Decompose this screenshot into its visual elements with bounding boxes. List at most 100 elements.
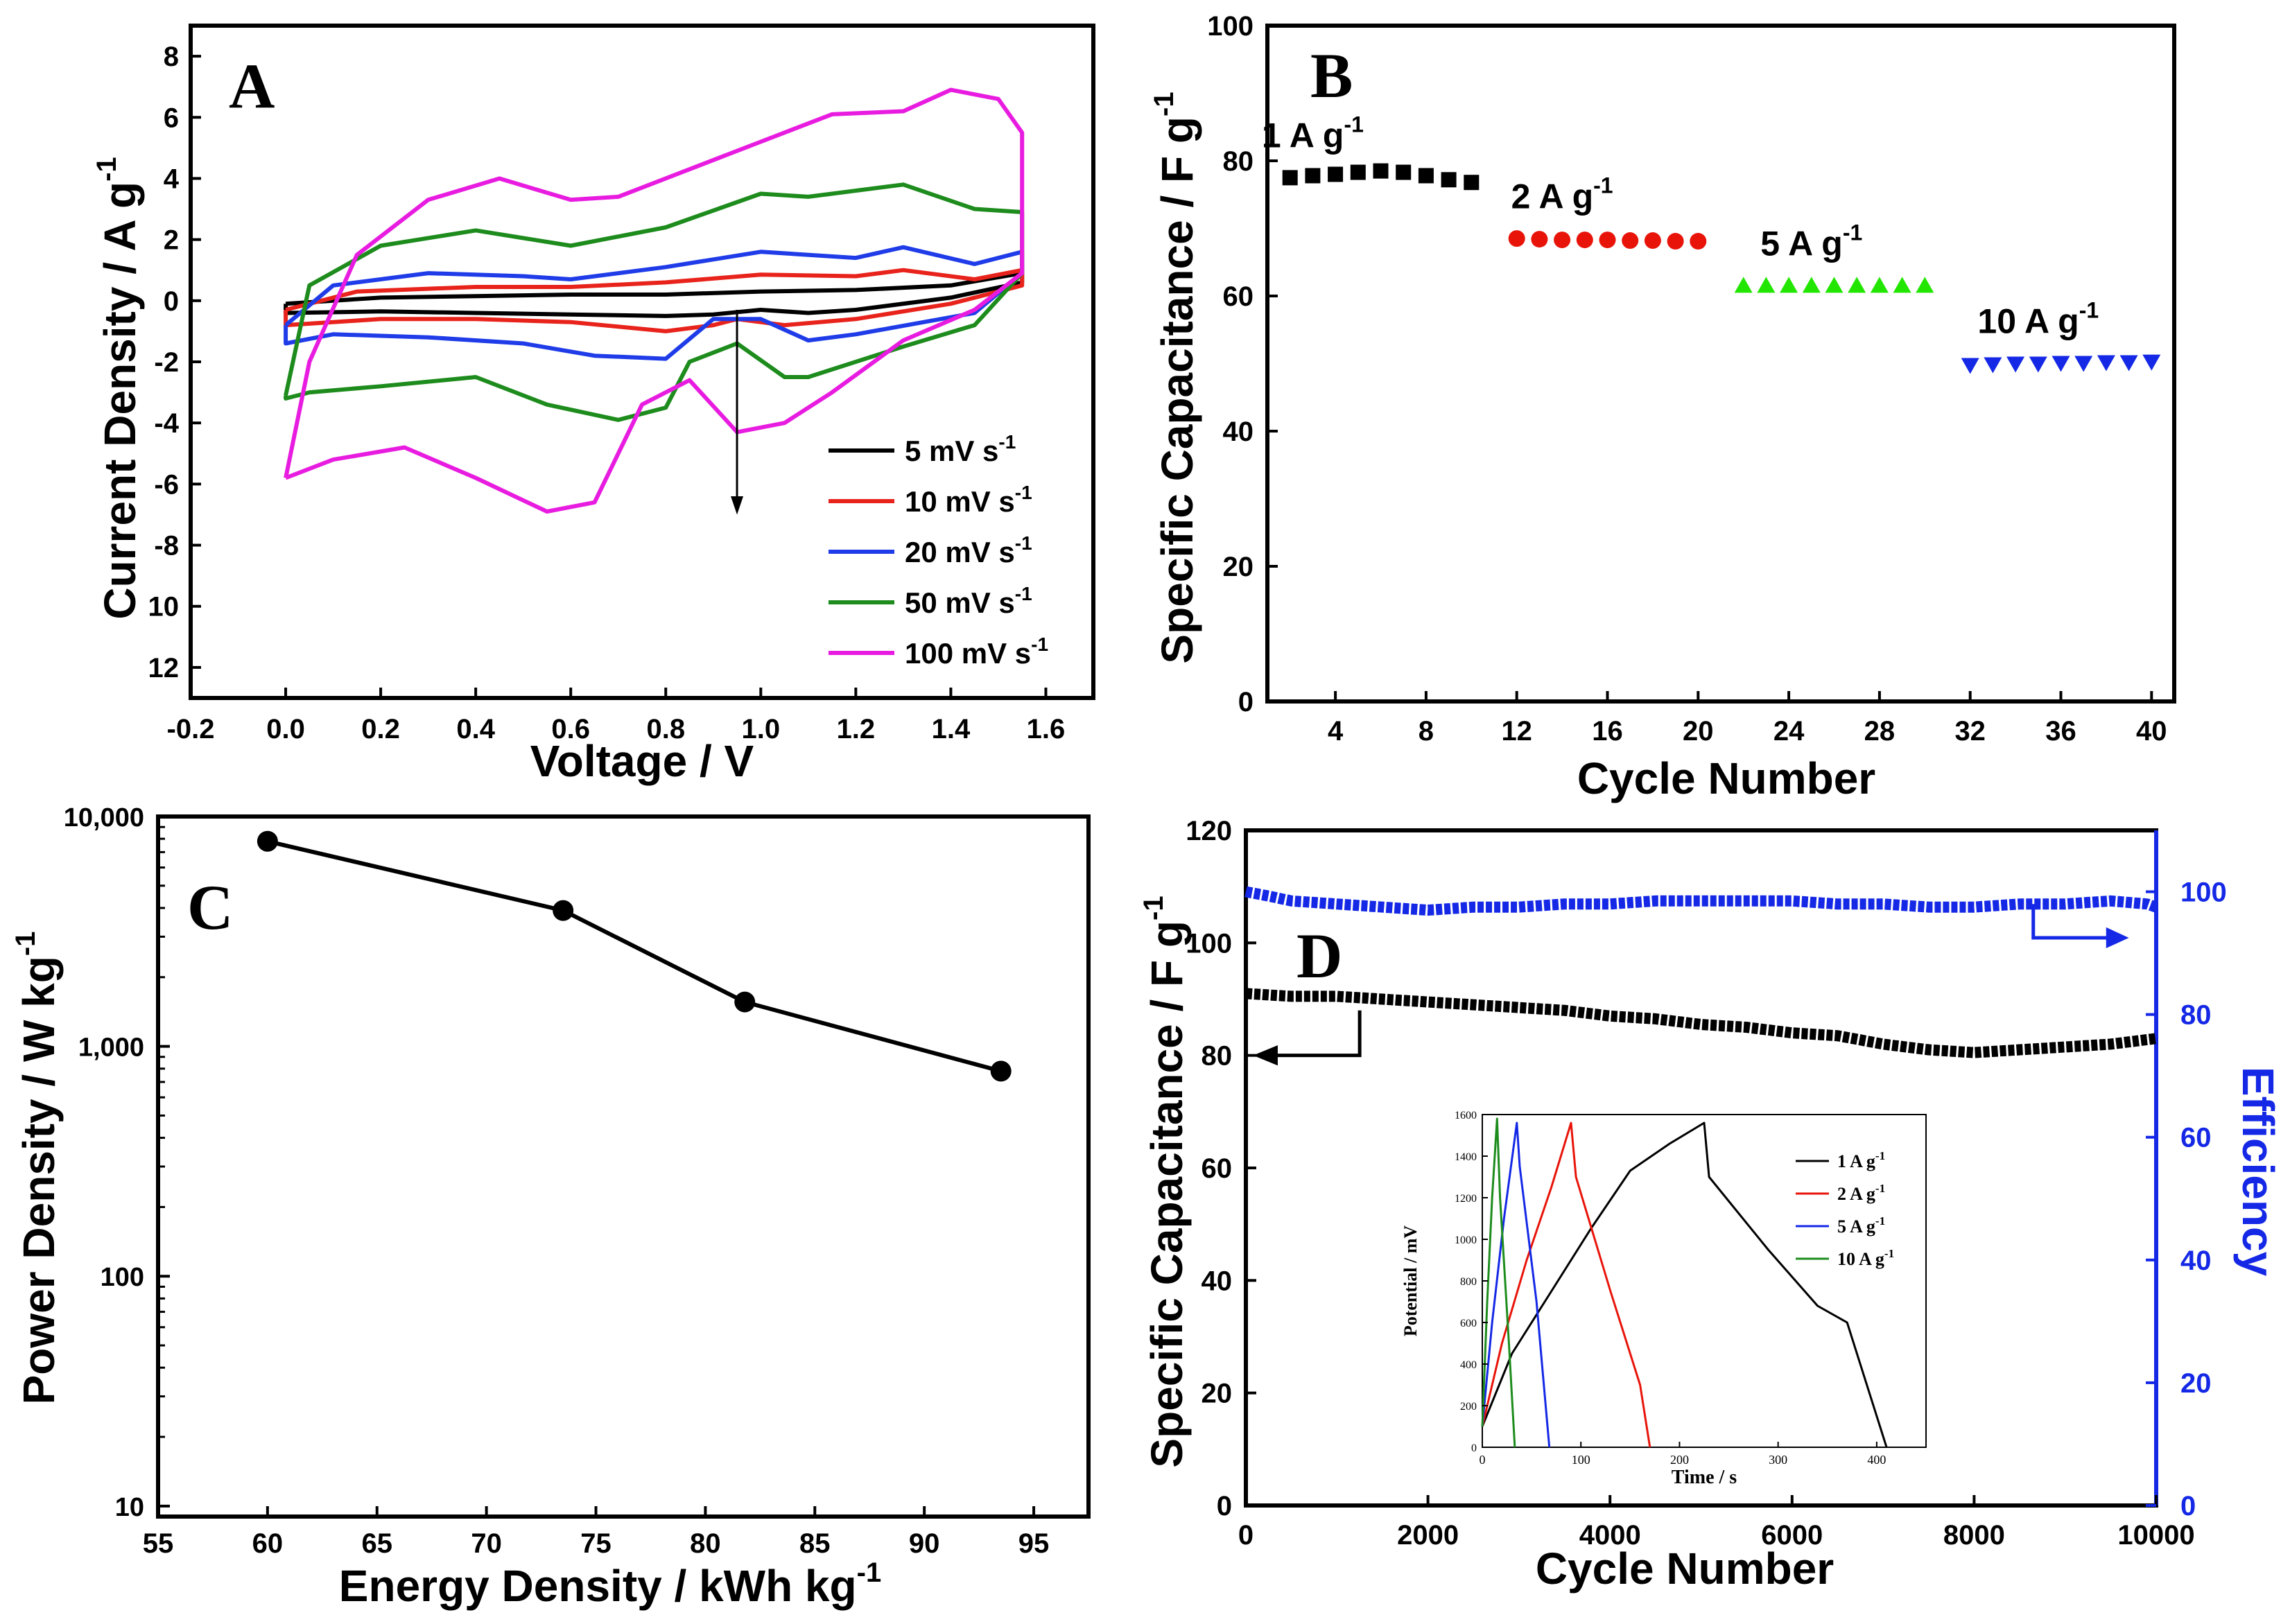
panel-b-marker <box>2097 355 2115 372</box>
panel-b-marker <box>1418 168 1434 184</box>
panel-b-xtick-label: 4 <box>1328 716 1344 746</box>
panel-b-ylabel-sup: -1 <box>1149 91 1179 116</box>
panel-a-ytick-label: 4 <box>164 164 180 194</box>
panel-a-legend-name: 100 mV s <box>905 637 1031 670</box>
panel-b-marker <box>1757 277 1776 293</box>
panel-c-marker <box>734 991 756 1013</box>
panel-c-series-group <box>257 830 1012 1082</box>
panel-c-xtick-label: 60 <box>252 1528 284 1559</box>
inset-legend-sup: -1 <box>1884 1247 1894 1260</box>
panel-b-marker <box>1508 230 1525 247</box>
panel-b-marker <box>1305 168 1321 184</box>
inset-series-1-curve <box>1481 1121 1651 1448</box>
panel-c-xtick-label: 80 <box>690 1528 721 1559</box>
inset-xtick-label: 200 <box>1670 1453 1689 1467</box>
panel-d-xtick-label: 2000 <box>1397 1520 1459 1551</box>
panel-a-xtick-label: 1.0 <box>742 714 781 744</box>
panel-b-marker <box>1328 166 1344 182</box>
panel-b-rate-label: 2 A g-1 <box>1511 173 1613 216</box>
panel-b-xtick-label: 40 <box>2136 716 2167 746</box>
panel-c-ytick-label: 10 <box>115 1493 144 1522</box>
panel-b-rate-label-sup: -1 <box>1593 173 1613 198</box>
panel-b-marker <box>1644 232 1661 250</box>
panel-b-rate-label-sup: -1 <box>1843 220 1862 245</box>
panel-a-legend-sup: -1 <box>1015 583 1032 604</box>
panel-b-rate-label-text: 2 A g <box>1511 177 1594 216</box>
panel-a-legend-label: 100 mV s-1 <box>905 634 1048 670</box>
panel-a-ylabel: Current Density / A g-1 <box>92 157 145 619</box>
panel-c-xtick-label: 70 <box>471 1528 502 1559</box>
panel-a-legend-sup: -1 <box>1031 634 1048 655</box>
panel-b-marker <box>2006 356 2025 373</box>
panel-a-xtick-label: 0.8 <box>646 714 685 744</box>
panel-b-marker <box>1870 277 1889 293</box>
inset-ytick-label: 400 <box>1460 1359 1477 1371</box>
inset-legend-sup: -1 <box>1875 1182 1885 1195</box>
panel-d-ytick-label: 20 <box>1202 1379 1233 1409</box>
panel-b-xtick-label: 36 <box>2045 716 2076 746</box>
panel-b-marker <box>1916 277 1934 293</box>
panel-d-y2tick-label: 100 <box>2180 878 2227 908</box>
panel-b-marker <box>2029 356 2047 373</box>
panel-d-ytick-label: 100 <box>1186 928 1232 959</box>
panel-b-rate-label-sup: -1 <box>1344 112 1363 137</box>
inset-legend-sup: -1 <box>1875 1214 1885 1228</box>
panel-a-ylabel-sup: -1 <box>92 157 122 182</box>
panel-c-marker <box>257 830 278 852</box>
inset-xtick-label: 300 <box>1769 1453 1787 1467</box>
panel-b-ticks: 4 8 12 16 20 24 28 32 36 40 0 20 40 60 80 100 <box>1207 11 2167 746</box>
panel-c-xtick-label: 75 <box>580 1528 611 1559</box>
panel-c-xtick-label: 65 <box>362 1528 393 1559</box>
panel-a-legend-sup: -1 <box>998 431 1016 453</box>
panel-b-xtick-label: 20 <box>1683 716 1714 746</box>
inset-ytick-label: 800 <box>1460 1276 1477 1288</box>
panel-c-letter: C <box>187 872 233 943</box>
inset-series-2-curve <box>1481 1121 1551 1448</box>
panel-a-cv-chart: A -0.2 0.0 0.2 0.4 0.6 0.8 1.0 1.2 1.4 1.6 8 6 4 2 0 -2… <box>92 24 1095 786</box>
panel-b-plot-frame <box>1265 24 2176 704</box>
panel-b-ytick-label: 80 <box>1223 146 1254 177</box>
panel-c-ticks: 55 60 65 70 75 80 85 90 95 10 100 1,000 10,000 <box>64 803 1050 1559</box>
panel-c-series-line <box>267 839 1002 1074</box>
inset-ytick-label: 1400 <box>1455 1151 1477 1163</box>
panel-d-series-group <box>1242 886 2161 1066</box>
panel-c-plot-frame <box>156 814 1091 1519</box>
inset-ytick-label: 200 <box>1460 1401 1477 1413</box>
inset-legend-name: 1 A g <box>1837 1151 1875 1171</box>
panel-a-ytick-label: -2 <box>154 347 179 378</box>
panel-b-marker <box>1802 277 1821 293</box>
panel-b-marker <box>2119 355 2138 372</box>
panel-d-ytick-label: 60 <box>1202 1153 1233 1184</box>
panel-b-marker <box>2052 356 2070 372</box>
panel-d-ytick-label: 80 <box>1202 1041 1233 1072</box>
panel-b-xtick-label: 12 <box>1501 716 1532 746</box>
panel-a-series-3-curve <box>284 182 1025 422</box>
panel-d-ytick-label: 40 <box>1202 1266 1233 1296</box>
panel-b-xtick-label: 24 <box>1773 716 1805 746</box>
panel-a-arrow-head <box>731 496 744 515</box>
panel-d-xtick-label: 8000 <box>1943 1520 2005 1551</box>
panel-b-ytick-label: 0 <box>1238 687 1254 717</box>
panel-b-ytick-label: 40 <box>1223 417 1254 447</box>
panel-d-letter: D <box>1296 920 1342 991</box>
panel-b-marker <box>1825 277 1844 293</box>
inset-legend-sup: -1 <box>1875 1149 1885 1162</box>
inset-series-0-curve <box>1481 1121 1888 1448</box>
panel-a-series-1-curve <box>284 268 1025 333</box>
panel-c-marker <box>990 1060 1012 1082</box>
panel-a-xtick-label: 1.6 <box>1027 714 1066 744</box>
panel-a-legend-sup: -1 <box>1015 532 1032 554</box>
panel-c-xtick-label: 95 <box>1018 1528 1050 1559</box>
panel-a-legend-label: 10 mV s-1 <box>905 482 1032 518</box>
panel-b-rate-label: 10 A g-1 <box>1977 298 2099 341</box>
panel-b-marker <box>1441 172 1457 188</box>
inset-ytick-label: 1600 <box>1455 1110 1477 1121</box>
panel-a-xtick-label: 0.2 <box>361 714 400 744</box>
panel-d-left-axis-arrowhead <box>1253 1045 1278 1066</box>
panel-a-xtick-label: 0.4 <box>456 714 495 744</box>
panel-a-ytick-label: 2 <box>164 225 179 256</box>
panel-d-xtick-label: 4000 <box>1579 1520 1641 1551</box>
panel-b-xlabel: Cycle Number <box>1577 753 1875 803</box>
panel-b-marker <box>1554 232 1571 249</box>
